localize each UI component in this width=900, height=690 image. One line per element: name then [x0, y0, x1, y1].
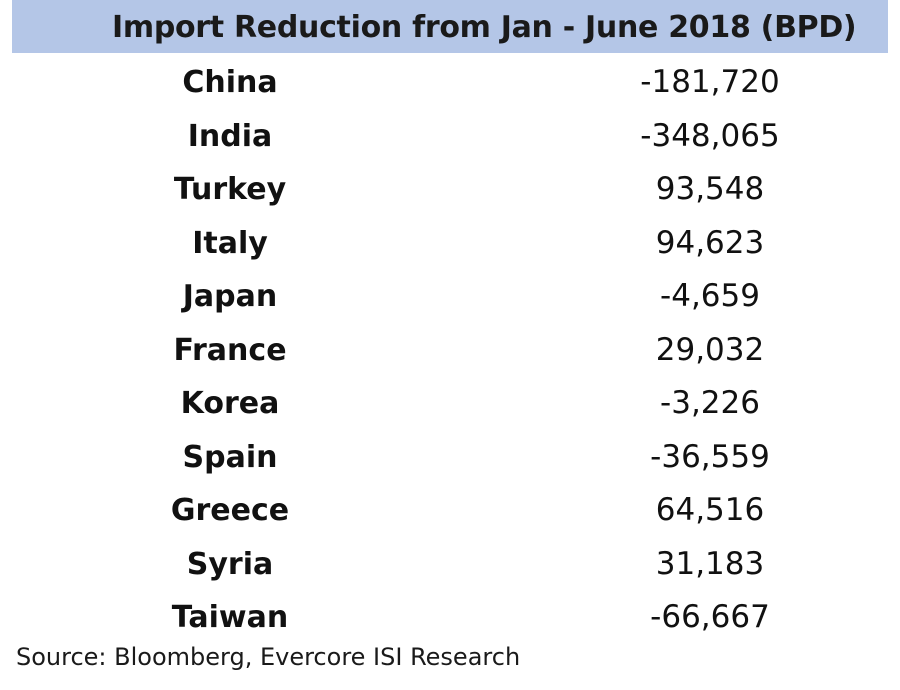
table-row: China -181,720 [0, 56, 900, 110]
country-label: Taiwan [171, 600, 289, 635]
import-reduction-value: 31,183 [655, 545, 765, 582]
table-row: Taiwan -66,667 [0, 591, 900, 645]
country-label: Japan [182, 279, 278, 314]
import-reduction-value: 29,032 [655, 331, 765, 368]
country-label: Greece [170, 493, 290, 528]
import-reduction-value: -348,065 [640, 117, 780, 154]
country-label: India [187, 118, 273, 154]
country-label: China [182, 65, 278, 100]
table-row: France 29,032 [0, 324, 900, 378]
import-reduction-value: 64,516 [655, 492, 765, 528]
country-label: Italy [192, 225, 268, 261]
country-label: Korea [180, 386, 280, 421]
table-row: Spain -36,559 [0, 431, 900, 485]
import-reduction-value: -3,226 [660, 385, 760, 421]
table-row: Turkey 93,548 [0, 163, 900, 217]
import-reduction-value: -36,559 [650, 438, 770, 475]
table-row: Italy 94,623 [0, 217, 900, 271]
table-header: Import Reduction from Jan - June 2018 (B… [12, 0, 888, 53]
import-reduction-value: -4,659 [660, 278, 760, 314]
import-reduction-value: 94,623 [655, 224, 765, 261]
country-label: France [173, 332, 287, 368]
table-row: India -348,065 [0, 110, 900, 164]
table-row: Syria 31,183 [0, 538, 900, 592]
table-row: Korea -3,226 [0, 377, 900, 431]
source-note: Source: Bloomberg, Evercore ISI Research [16, 643, 521, 671]
table-row: Japan -4,659 [0, 270, 900, 324]
import-reduction-value: -66,667 [650, 599, 770, 635]
table-title: Import Reduction from Jan - June 2018 (B… [112, 10, 857, 45]
table-row: Greece 64,516 [0, 484, 900, 538]
country-label: Turkey [173, 172, 287, 207]
table-body: China -181,720 India -348,065 Turkey 93,548 It… [0, 56, 900, 645]
import-reduction-value: 93,548 [655, 171, 765, 207]
country-label: Syria [186, 546, 274, 582]
country-label: Spain [182, 439, 278, 475]
import-reduction-value: -181,720 [640, 64, 780, 100]
